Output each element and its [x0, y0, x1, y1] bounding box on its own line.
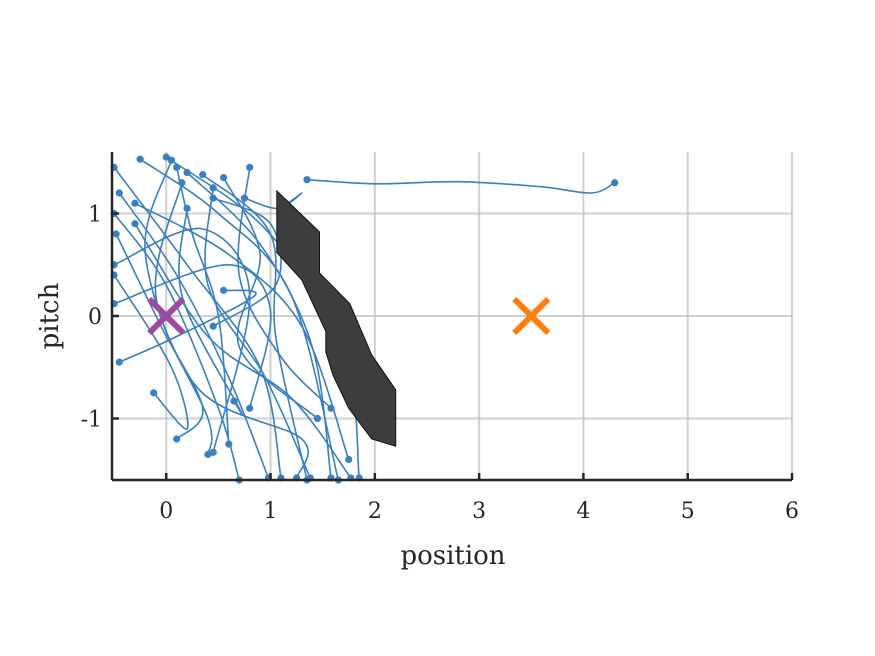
trajectory-endpoint	[183, 168, 191, 177]
trajectory-endpoint	[246, 163, 254, 171]
marker-layer	[147, 296, 551, 336]
trajectory-endpoint	[131, 220, 139, 228]
trajectory-endpoint	[173, 435, 181, 443]
trajectory-endpoint	[162, 153, 170, 161]
trajectory-endpoint	[219, 286, 228, 294]
trajectory-endpoint	[303, 176, 311, 184]
trajectory-line	[134, 223, 352, 479]
axes	[110, 152, 794, 482]
trajectory-line	[186, 171, 332, 479]
goal-marker	[512, 296, 551, 336]
trajectory-endpoint	[240, 194, 249, 202]
trajectory-line	[202, 173, 308, 481]
trajectory-line	[134, 202, 350, 460]
obstacle-region	[276, 189, 397, 447]
trajectory-line	[118, 289, 257, 363]
trajectory-series	[110, 153, 619, 484]
x-axis-label: position	[400, 541, 505, 571]
trajectory-line	[118, 192, 270, 479]
y-axis-label: pitch	[35, 282, 65, 349]
trajectory-endpoint	[327, 404, 335, 412]
trajectory-line	[113, 263, 272, 409]
obstacle-layer	[276, 189, 397, 447]
trajectory-line	[113, 227, 251, 453]
x-tick-label: 3	[472, 499, 486, 524]
trajectory-endpoint	[115, 358, 123, 366]
x-tick-label: 1	[264, 499, 278, 524]
trajectory-endpoint	[225, 440, 233, 448]
x-tick-label: 6	[785, 499, 799, 524]
trajectory-endpoint	[150, 389, 158, 397]
trajectory-endpoint	[131, 199, 139, 207]
trajectory-line	[154, 182, 213, 455]
trajectory-endpoint	[313, 414, 322, 423]
trajectory-endpoint	[209, 184, 217, 192]
trajectory-line	[244, 192, 303, 210]
trajectory-endpoint	[173, 163, 181, 171]
x-tick-label: 5	[681, 499, 695, 524]
trajectory-endpoint	[230, 397, 238, 405]
trajectory-endpoint	[167, 156, 176, 164]
trajectory-endpoint	[209, 448, 217, 456]
x-tick-label: 4	[576, 499, 590, 524]
trajectory-line	[178, 208, 243, 416]
tick-labels: 0 1 2 3 4 5 6 -1 0 1	[81, 203, 799, 525]
trajectory-endpoint	[136, 155, 144, 163]
trajectory-endpoint	[115, 189, 123, 197]
x-tick-label: 2	[368, 499, 382, 524]
x-tick-label: 0	[159, 499, 173, 524]
trajectory-line	[306, 178, 616, 194]
trajectory-endpoint	[219, 174, 228, 182]
trajectory-line	[175, 167, 230, 445]
trajectory-line	[115, 233, 204, 440]
trajectory-endpoint	[345, 455, 353, 464]
trajectory-endpoint	[112, 230, 120, 238]
trajectory-endpoint	[246, 404, 254, 412]
trajectory-endpoint	[611, 179, 619, 187]
start-marker	[147, 296, 186, 336]
trajectory-line	[237, 167, 332, 409]
grid-lines	[112, 152, 793, 480]
trajectory-endpoint	[209, 322, 217, 330]
y-tick-label: 1	[88, 203, 102, 228]
trajectory-line	[222, 177, 319, 420]
y-tick-label: 0	[88, 305, 102, 330]
trajectory-endpoint	[209, 194, 217, 202]
trajectory-line	[113, 274, 189, 430]
trajectory-endpoint	[199, 170, 207, 179]
y-tick-label: -1	[81, 408, 102, 433]
